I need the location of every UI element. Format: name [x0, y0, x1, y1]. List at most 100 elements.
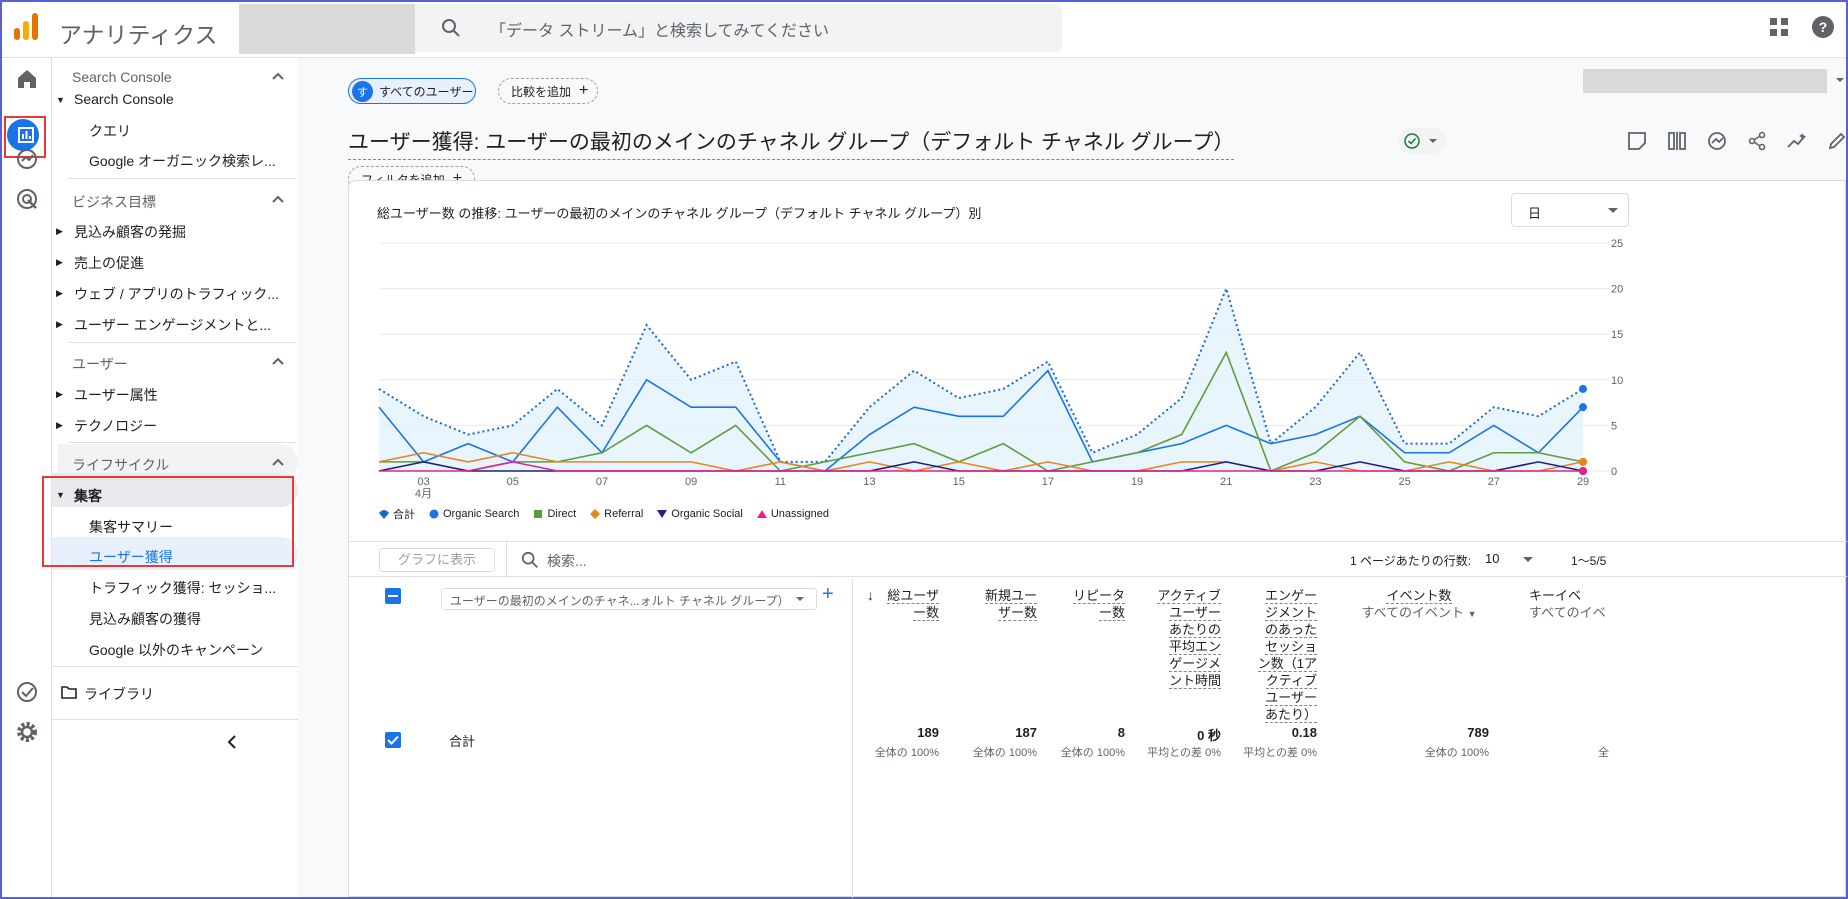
- plot-rows-button[interactable]: グラフに表示: [379, 548, 495, 572]
- search-bar[interactable]: 「データ ストリーム」と検索してみてください: [415, 4, 1062, 52]
- dimension-select[interactable]: ユーザーの最初のメインのチャネ...ォルト チャネル グループ）: [441, 588, 817, 610]
- caret-right-icon[interactable]: ▶: [56, 257, 63, 267]
- y-tick-label: 15: [1611, 329, 1623, 341]
- caret-right-icon[interactable]: ▶: [56, 420, 63, 430]
- apps-grid-icon[interactable]: [1769, 17, 1789, 37]
- collapse-sidebar-icon[interactable]: [226, 735, 238, 749]
- help-icon[interactable]: ?: [1811, 15, 1835, 39]
- legend-item[interactable]: 合計: [379, 506, 415, 522]
- x-tick-label: 17: [1042, 476, 1054, 488]
- legend-item[interactable]: Organic Search: [429, 508, 519, 520]
- legend-item[interactable]: Referral: [590, 508, 643, 520]
- insights-icon[interactable]: [1706, 130, 1728, 152]
- legend-item[interactable]: Direct: [533, 508, 576, 520]
- date-range-dropdown-icon[interactable]: [1836, 78, 1844, 82]
- column-header-total-users[interactable]: 総ユーザー数: [887, 588, 939, 621]
- x-tick-label: 23: [1309, 476, 1321, 488]
- sidebar-item-user-attributes[interactable]: ユーザー属性: [74, 387, 158, 403]
- y-tick-label: 25: [1611, 238, 1623, 250]
- total-row-checkbox[interactable]: [385, 732, 401, 748]
- advertising-icon[interactable]: [14, 186, 40, 212]
- compare-columns-icon[interactable]: [1666, 130, 1688, 152]
- caret-down-icon[interactable]: ▼: [56, 490, 65, 500]
- sidebar-item-leads[interactable]: 見込み顧客の発掘: [74, 224, 186, 240]
- column-header-returning-users[interactable]: リピーター数: [1072, 588, 1125, 621]
- section-header-business-goals[interactable]: ビジネス目標: [72, 194, 156, 210]
- sidebar-item-web-traffic[interactable]: ウェブ / アプリのトラフィック...: [74, 286, 280, 302]
- legend-item[interactable]: Unassigned: [756, 508, 829, 520]
- chevron-down-icon[interactable]: [1523, 557, 1533, 562]
- sidebar-item-acquisition[interactable]: 集客: [74, 488, 102, 504]
- add-comparison-label: 比較を追加: [511, 84, 572, 99]
- selection-highlight-box: [42, 476, 294, 567]
- share-icon[interactable]: [1746, 130, 1768, 152]
- event-filter-select[interactable]: すべてのイベント: [1361, 605, 1465, 620]
- plus-icon: +: [579, 82, 589, 99]
- sidebar-item-non-google-campaign[interactable]: Google 以外のキャンペーン: [89, 642, 264, 658]
- sidebar-item-lead-acquisition[interactable]: 見込み顧客の獲得: [89, 611, 201, 627]
- column-header-new-users[interactable]: 新規ユーザー数: [984, 588, 1037, 621]
- series-line-direct: [379, 350, 1584, 473]
- column-header-event-count[interactable]: イベント数 すべてのイベント ▼: [1361, 588, 1477, 620]
- rows-per-page-select[interactable]: 10: [1485, 551, 1500, 566]
- y-tick-label: 0: [1611, 466, 1617, 478]
- section-header-lifecycle[interactable]: ライフサイクル: [72, 457, 170, 473]
- add-dimension-button[interactable]: +: [822, 583, 834, 605]
- x-tick-label: 05: [507, 476, 519, 488]
- sidebar-item-traffic-acquisition[interactable]: トラフィック獲得: セッショ...: [89, 580, 277, 596]
- legend-label: Unassigned: [770, 508, 829, 520]
- account-selector[interactable]: [239, 4, 415, 54]
- caret-right-icon[interactable]: ▶: [56, 226, 63, 236]
- new-users-sub: 全体の 100%: [972, 747, 1037, 759]
- caret-down-icon[interactable]: ▼: [56, 95, 65, 105]
- chevron-up-icon[interactable]: [272, 357, 284, 365]
- sidebar-item-query[interactable]: クエリ: [89, 123, 131, 139]
- sidebar-item-google-organic[interactable]: Google オーガニック検索レ...: [89, 153, 276, 169]
- sidebar-item-technology[interactable]: テクノロジー: [74, 418, 158, 434]
- chevron-up-icon[interactable]: [272, 458, 284, 466]
- sidebar-item-sales[interactable]: 売上の促進: [74, 255, 144, 271]
- reports-icon[interactable]: [13, 122, 39, 148]
- plus-icon: +: [452, 170, 463, 187]
- audience-chip[interactable]: す すべてのユーザー: [348, 78, 476, 104]
- sidebar-item-search-console[interactable]: Search Console: [74, 91, 174, 107]
- search-placeholder: 「データ ストリーム」と検索してみてください: [490, 23, 830, 40]
- admin-check-icon[interactable]: [14, 679, 40, 705]
- insights-note-icon[interactable]: [1626, 130, 1648, 152]
- home-icon[interactable]: [14, 66, 40, 92]
- analytics-logo-icon[interactable]: [12, 12, 40, 42]
- select-all-checkbox[interactable]: [385, 588, 401, 604]
- caret-right-icon[interactable]: ▶: [56, 389, 63, 399]
- chevron-up-icon[interactable]: [272, 72, 284, 80]
- column-header-engaged-sessions[interactable]: エンゲージメントのあったセッション数（1アクティブユーザーあたり）: [1257, 588, 1317, 723]
- event-count-value: 789: [1467, 725, 1489, 740]
- sidebar-item-engagement[interactable]: ユーザー エンゲージメントと...: [74, 317, 271, 333]
- add-comparison-button[interactable]: 比較を追加 +: [498, 78, 598, 104]
- trend-sparkle-icon[interactable]: [1786, 130, 1808, 152]
- settings-gear-icon[interactable]: [14, 719, 40, 745]
- section-header-user[interactable]: ユーザー: [72, 356, 128, 372]
- engaged-sessions-value: 0.18: [1291, 725, 1317, 740]
- sort-desc-icon[interactable]: ↓: [867, 587, 874, 603]
- table-search-input[interactable]: 検索...: [547, 553, 587, 569]
- sidebar-item-user-acquisition[interactable]: ユーザー獲得: [89, 549, 173, 565]
- report-status-button[interactable]: [1398, 128, 1446, 154]
- caret-right-icon[interactable]: ▶: [56, 319, 63, 329]
- audience-chip-label: すべてのユーザー: [379, 84, 474, 99]
- caret-right-icon[interactable]: ▶: [56, 288, 63, 298]
- column-header-key-events[interactable]: キーイベ すべてのイベ: [1529, 588, 1606, 620]
- edit-pencil-icon[interactable]: [1826, 130, 1848, 152]
- legend-item[interactable]: Organic Social: [657, 508, 743, 520]
- column-header-avg-engagement[interactable]: アクティブユーザーあたりの平均エンゲージメント時間: [1157, 588, 1221, 689]
- legend-label: Organic Social: [671, 508, 743, 520]
- section-header-search-console[interactable]: Search Console: [72, 69, 172, 85]
- chevron-up-icon[interactable]: [272, 195, 284, 203]
- sidebar-item-acquisition-summary[interactable]: 集客サマリー: [89, 519, 173, 535]
- legend-label: Direct: [547, 508, 577, 520]
- x-tick-label: 29: [1577, 476, 1589, 488]
- granularity-select[interactable]: 日: [1511, 193, 1629, 227]
- date-range-selector[interactable]: [1583, 69, 1827, 93]
- sidebar-item-library[interactable]: ライブラリ: [84, 686, 154, 702]
- explore-icon[interactable]: [14, 146, 40, 172]
